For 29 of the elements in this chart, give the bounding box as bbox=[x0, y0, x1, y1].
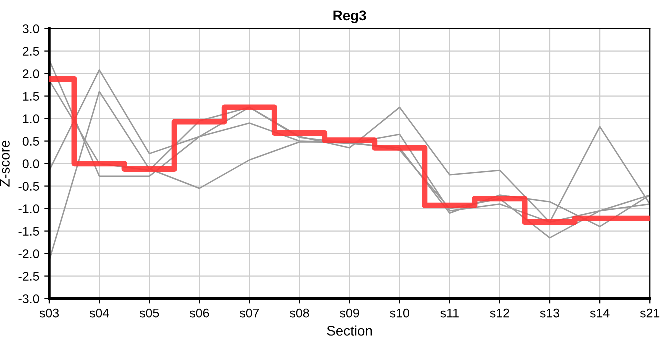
x-tick-label: s13 bbox=[540, 308, 560, 318]
x-tick-label: s12 bbox=[490, 308, 510, 318]
x-tick-label: s05 bbox=[140, 308, 160, 318]
x-tick-label: s03 bbox=[40, 308, 60, 318]
x-tick-label: s14 bbox=[590, 308, 610, 318]
y-tick-label: 0.5 bbox=[22, 137, 40, 146]
y-tick-label: -3.0 bbox=[18, 294, 40, 304]
y-tick-label: 1.0 bbox=[23, 114, 40, 124]
x-axis-title: Section bbox=[327, 326, 372, 336]
y-tick-label: -2.5 bbox=[18, 272, 40, 281]
y-tick-label: -1.0 bbox=[18, 204, 40, 214]
x-tick-label: s07 bbox=[240, 308, 260, 318]
y-tick-label: -1.5 bbox=[18, 227, 40, 236]
x-tick-label: s10 bbox=[390, 308, 410, 318]
y-tick-label: -2.0 bbox=[18, 250, 40, 258]
y-tick-label: 2.0 bbox=[23, 70, 40, 78]
x-tick-label: s06 bbox=[190, 308, 210, 318]
x-tick-label: s04 bbox=[90, 308, 110, 318]
y-tick-label: 2.5 bbox=[23, 47, 40, 56]
y-axis-title: Z-score bbox=[0, 140, 10, 187]
y-tick-label: 3.0 bbox=[22, 24, 40, 34]
x-tick-label: s11 bbox=[440, 308, 459, 318]
y-tick-label: -0.5 bbox=[18, 182, 40, 191]
y-tick-label: 1.5 bbox=[23, 92, 40, 101]
x-tick-label: s21 bbox=[640, 308, 660, 318]
chart-title: Reg3 bbox=[334, 10, 366, 24]
x-tick-label: s09 bbox=[340, 308, 360, 318]
y-tick-label: 0.0 bbox=[22, 160, 40, 168]
x-tick-label: s08 bbox=[290, 308, 310, 318]
